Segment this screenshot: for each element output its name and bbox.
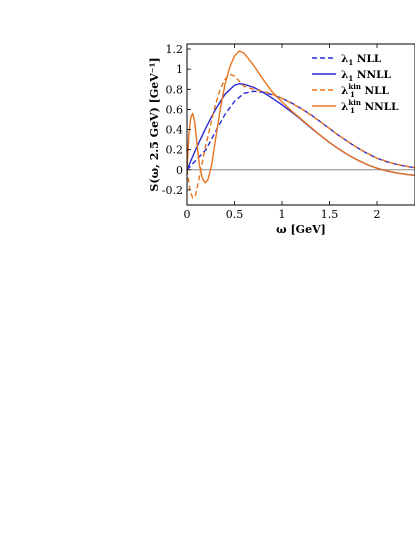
legend-suffix: NNLL [353, 69, 391, 81]
legend-sub: 1 [348, 58, 353, 67]
x-axis-title: ω [GeV] [276, 223, 326, 236]
legend-symbol: λ [341, 69, 348, 81]
y-tick-label: 0.8 [166, 83, 184, 96]
legend-label-2: λkin 1 NLL [341, 82, 389, 99]
y-tick-label: 1 [176, 63, 183, 76]
series-line-1 [187, 83, 415, 177]
legend-sup: kin [348, 82, 361, 91]
legend-suffix: NLL [361, 85, 390, 97]
y-axis-title: S(ω, 2.5 GeV) [GeV⁻¹] [148, 57, 161, 191]
plot-frame [186, 43, 415, 206]
y-tick-label: -0.2 [162, 184, 183, 197]
legend-label-0: λ1 NLL [341, 53, 382, 67]
y-tick-label: 0.6 [166, 103, 184, 116]
series-line-3 [187, 50, 415, 184]
series-line-2 [187, 73, 415, 199]
legend-sup: kin [348, 98, 361, 107]
axes-layer: 0 0.5 1 1.5 2-0.200.20.40.60.811.2 [162, 43, 415, 221]
x-tick-label: 0.5 [226, 208, 244, 221]
y-tick-label: 0.2 [166, 144, 184, 157]
y-tick-label: 0 [176, 164, 183, 177]
legend-suffix: NLL [353, 53, 382, 65]
x-tick-label: 1.5 [321, 208, 339, 221]
legend-sub: 1 [350, 90, 355, 99]
legend-symbol: λ [341, 85, 348, 97]
x-tick-label: 2 [374, 208, 381, 221]
y-tick-label: 1.2 [166, 43, 184, 56]
legend-sub: 1 [350, 106, 355, 115]
legend-symbol: λ [341, 101, 348, 113]
y-tick-label: 0.4 [166, 124, 184, 137]
series-layer [187, 50, 415, 199]
legend-label-3: λkin 1 NNLL [341, 98, 399, 115]
legend-label-1: λ1 NNLL [341, 69, 391, 83]
x-tick-label: 0 [184, 208, 191, 221]
legend-symbol: λ [341, 53, 348, 65]
x-tick-label: 1 [279, 208, 286, 221]
legend-suffix: NNLL [361, 101, 399, 113]
legend-sub: 1 [348, 74, 353, 83]
